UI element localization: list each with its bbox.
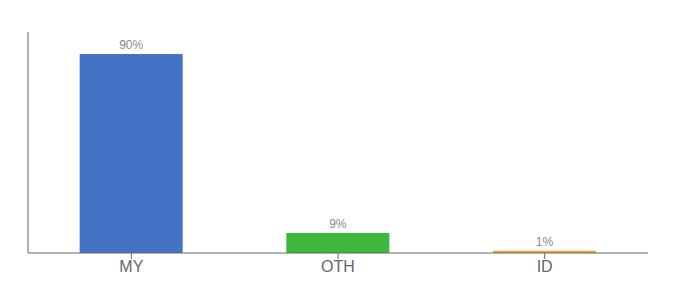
svg-text:9%: 9% [329, 217, 347, 231]
svg-text:OTH: OTH [321, 258, 355, 275]
svg-text:MY: MY [119, 258, 143, 275]
svg-text:90%: 90% [119, 38, 143, 52]
svg-text:1%: 1% [536, 235, 554, 249]
svg-text:ID: ID [537, 258, 553, 275]
